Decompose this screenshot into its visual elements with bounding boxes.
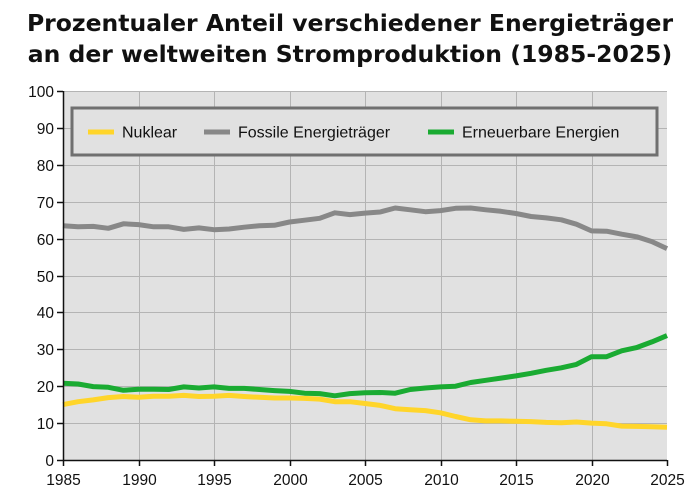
x-tick-label: 2005 bbox=[348, 472, 382, 489]
series-line bbox=[62, 205, 669, 251]
series-line bbox=[62, 392, 668, 430]
chart-title-line-1: Prozentualer Anteil verschiedener Energi… bbox=[26, 9, 674, 37]
x-tick-label: 2020 bbox=[575, 472, 610, 489]
y-tick-label: 40 bbox=[37, 305, 55, 322]
x-tick-label: 1985 bbox=[46, 472, 80, 489]
y-tick-label: 30 bbox=[37, 342, 55, 359]
y-tick-label: 90 bbox=[37, 121, 55, 138]
x-tick-label: 1990 bbox=[122, 472, 157, 489]
y-axis-ticks: 0 10 20 30 40 50 60 70 80 90 100 bbox=[28, 84, 63, 470]
y-tick-label: 20 bbox=[37, 379, 55, 396]
y-tick-label: 80 bbox=[37, 158, 55, 175]
y-tick-label: 50 bbox=[37, 269, 55, 286]
x-tick-label: 2010 bbox=[424, 472, 459, 489]
y-tick-label: 100 bbox=[28, 84, 54, 101]
legend-label: Fossile Energieträger bbox=[238, 125, 391, 142]
y-tick-label: 0 bbox=[45, 453, 54, 470]
y-tick-label: 60 bbox=[37, 232, 55, 249]
series-line bbox=[62, 333, 668, 399]
series-lines bbox=[62, 205, 669, 430]
chart-title: Prozentualer Anteil verschiedener Energi… bbox=[0, 8, 700, 70]
x-tick-label: 2015 bbox=[499, 472, 533, 489]
legend: Nuklear Fossile Energieträger Erneuerbare … bbox=[70, 106, 659, 157]
y-tick-label: 10 bbox=[37, 416, 55, 433]
legend-label: Nuklear bbox=[122, 125, 178, 142]
x-axis-ticks: 1985 1990 1995 2000 2005 2010 2015 2020 2025 bbox=[46, 460, 685, 489]
legend-box bbox=[70, 106, 659, 157]
x-tick-label: 2000 bbox=[273, 472, 308, 489]
x-tick-label: 1995 bbox=[197, 472, 231, 489]
y-tick-label: 70 bbox=[37, 195, 55, 212]
legend-label: Erneuerbare Energien bbox=[462, 125, 619, 142]
chart-title-line-2: an der weltweiten Stromproduktion (1985-… bbox=[27, 40, 673, 68]
x-tick-label: 2025 bbox=[650, 472, 684, 489]
